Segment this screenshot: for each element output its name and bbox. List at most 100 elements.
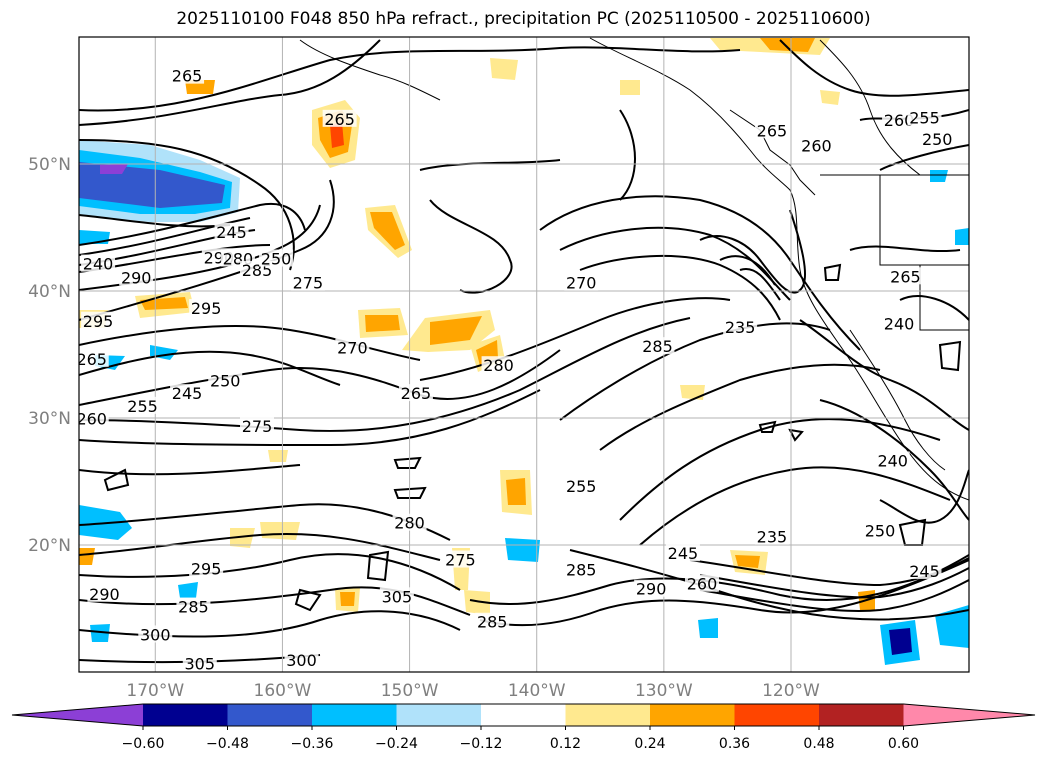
- contour-label-bg: [564, 560, 599, 578]
- contour-label-bg: [81, 311, 116, 329]
- precip-negative-patch: [178, 582, 198, 598]
- contour-label: 290: [636, 580, 667, 599]
- contour-label-bg: [170, 66, 205, 84]
- contour-label: 250: [210, 371, 241, 390]
- contour-label: 245: [216, 223, 247, 242]
- colorbar-tick-label: 0.12: [550, 736, 581, 752]
- precip-positive-patch: [506, 478, 526, 505]
- contour-lines: [79, 39, 969, 664]
- contour-label: 240: [884, 314, 915, 333]
- colorbar-segment: [312, 704, 397, 726]
- contour-label-bg: [170, 384, 205, 402]
- precip-positive-patch: [464, 590, 490, 615]
- contour-label-bg: [125, 396, 160, 414]
- graticule: [79, 37, 969, 672]
- longitude-label: 170°W: [126, 681, 184, 701]
- longitude-label: 140°W: [508, 681, 566, 701]
- contour-label-bg: [443, 550, 478, 568]
- colorbar-tick-label: 0.60: [888, 736, 919, 752]
- lat-labels: 50°N 40°N 30°N 20°N: [28, 155, 71, 556]
- colorbar-tick-label: −0.12: [460, 736, 503, 752]
- colorbar-segment: [396, 704, 481, 726]
- colorbar-tick-label: 0.24: [634, 736, 665, 752]
- contour-label: 245: [909, 562, 940, 581]
- contour-label: 240: [83, 255, 114, 274]
- longitude-label: 120°W: [762, 681, 820, 701]
- colorbar-segment: [650, 704, 735, 726]
- contour-label-bg: [475, 612, 510, 630]
- latitude-label: 50°N: [28, 155, 71, 175]
- colorbar-segment: [227, 704, 312, 726]
- contour-label-bg: [398, 384, 433, 402]
- contour-label: 240: [877, 451, 908, 470]
- contour-label-bg: [754, 527, 789, 545]
- colorbar-extend-high: [903, 704, 1035, 726]
- contour-label: 300: [286, 651, 317, 670]
- contour-label-bg: [259, 249, 294, 267]
- contour-label: 265: [890, 267, 921, 286]
- map-frame: [78, 36, 970, 673]
- contour-label-bg: [799, 136, 834, 154]
- contour-label: 235: [725, 318, 756, 337]
- contour-label-bg: [481, 356, 516, 374]
- longitude-label: 130°W: [635, 681, 693, 701]
- colorbar-segment: [734, 704, 819, 726]
- longitude-label: 160°W: [254, 681, 312, 701]
- precip-positive-patch: [260, 522, 300, 540]
- contour-label: 295: [191, 559, 222, 578]
- contour-label: 285: [477, 613, 508, 632]
- contour-label: 260: [884, 111, 915, 130]
- contour-label-bg: [189, 299, 224, 317]
- precip-positive-patch: [370, 212, 405, 250]
- contour-label-bg: [79, 349, 109, 367]
- contour-label-bg: [284, 650, 319, 668]
- contour-label: 265: [401, 384, 432, 403]
- colorbar: −0.60 −0.48 −0.36 −0.24 −0.12 0.12 0.24 0.36 0.4…: [11, 703, 1036, 752]
- contour-label-bg: [379, 587, 414, 605]
- colorbar-tick-label: −0.48: [206, 736, 249, 752]
- contour-label-bg: [634, 579, 669, 597]
- contour-label: 275: [242, 417, 273, 436]
- chart-title: 2025110100 F048 850 hPa refract., precip…: [176, 9, 871, 29]
- contour-label: 280: [394, 514, 425, 533]
- precip-negative-patch: [955, 228, 969, 245]
- contour-label-bg: [640, 337, 675, 355]
- lon-labels: 170°W 160°W 150°W 140°W 130°W 120°W: [126, 681, 820, 701]
- contour-label: 285: [566, 561, 597, 580]
- latitude-label: 30°N: [28, 409, 71, 429]
- precip-negative-patch: [505, 538, 540, 562]
- contour-label: 260: [76, 410, 107, 429]
- contour-label-bg: [564, 273, 599, 291]
- latitude-label: 40°N: [28, 282, 71, 302]
- contour-label: 265: [76, 350, 107, 369]
- contour-label: 285: [178, 598, 209, 617]
- contour-label-bg: [335, 338, 370, 356]
- colorbar-segment: [819, 704, 904, 726]
- contour-label: 275: [293, 274, 324, 293]
- contour-label-bg: [685, 574, 719, 592]
- colorbar-tick-label: 0.48: [803, 736, 834, 752]
- colorbar-segment: [481, 704, 566, 726]
- colorbar-tick-label: −0.24: [375, 736, 418, 752]
- contour-label-bg: [723, 318, 758, 336]
- precip-positive-patch: [620, 80, 640, 95]
- contour-label-bg: [863, 521, 897, 539]
- contour-label: 290: [89, 585, 120, 604]
- contour-label: 290: [121, 269, 152, 288]
- precip-positive-patch: [680, 385, 705, 400]
- latitude-label: 20°N: [28, 536, 71, 556]
- precip-negative-patch: [930, 170, 948, 182]
- contour-label-bg: [208, 371, 243, 389]
- contour-label-bg: [176, 597, 211, 615]
- contour-label: 245: [668, 544, 699, 563]
- precip-positive-patch: [140, 297, 188, 310]
- contour-label: 300: [140, 625, 171, 644]
- contour-label-bg: [290, 273, 325, 291]
- contour-closed: [103, 263, 962, 612]
- precip-negative-patch: [889, 628, 912, 655]
- contour-label: 245: [172, 384, 203, 403]
- contour-label-bg: [189, 559, 224, 577]
- contour-label: 265: [757, 121, 788, 140]
- contour-label: 305: [382, 587, 413, 606]
- contour-label: 295: [83, 312, 114, 331]
